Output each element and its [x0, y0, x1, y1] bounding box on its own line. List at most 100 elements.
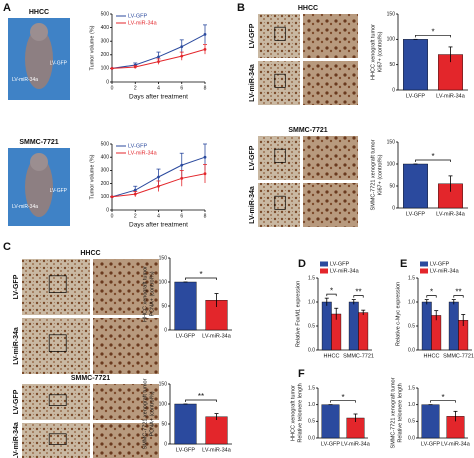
x-tick-label: LV-miR-34a	[341, 441, 371, 447]
y-tick-label: 100	[387, 161, 396, 167]
x-tick-label: LV-miR-34a	[202, 447, 232, 453]
y-tick-label: 1.0	[408, 299, 415, 305]
y-tick-label: 100	[387, 37, 396, 43]
y-tick-label: 0.5	[408, 419, 415, 425]
y-tick-label: 150	[387, 139, 396, 145]
y-tick-label: 50	[389, 183, 395, 189]
point	[180, 163, 184, 167]
sig-bracket	[330, 400, 356, 403]
x-tick-label: 8	[204, 85, 207, 91]
point	[133, 192, 137, 196]
micrograph	[22, 423, 90, 458]
x-tick-label: LV-GFP	[321, 441, 340, 447]
x-tick-label: 4	[157, 85, 160, 91]
x-tick-label: 0	[111, 85, 114, 91]
photo-label: LV-miR-34a	[12, 77, 38, 83]
y-axis-label: PCNA+ (control%)	[149, 391, 155, 436]
row-label: LV-miR-34a	[13, 327, 20, 365]
legend-label: LV-GFP	[128, 143, 147, 149]
photo-label: LV-GFP	[50, 60, 68, 66]
panel-letter: C	[3, 241, 11, 253]
x-tick-label: LV-GFP	[421, 441, 440, 447]
x-tick-label: SMMC-7721	[443, 353, 474, 359]
sig-label: *	[330, 286, 333, 295]
point	[203, 155, 207, 159]
legend-swatch	[320, 261, 328, 267]
y-tick-label: 0.5	[408, 323, 415, 329]
x-tick-label: 2	[134, 85, 137, 91]
sig-label: *	[431, 27, 434, 36]
bar	[174, 281, 197, 331]
y-tick-label: 300	[101, 168, 110, 174]
micrograph-zoom	[93, 423, 159, 458]
x-tick-label: 8	[204, 213, 207, 219]
x-tick-label: HHCC	[324, 353, 340, 359]
bar	[421, 404, 440, 439]
x-tick-label: LV-GFP	[176, 447, 195, 453]
y-axis-label: SMMC-7721 xenograft tumor	[370, 139, 376, 210]
block-title: HHCC	[298, 5, 318, 12]
bar	[403, 39, 428, 91]
legend-swatch	[420, 268, 428, 274]
point	[110, 195, 114, 199]
x-tick-label: 2	[134, 213, 137, 219]
inset-box	[48, 334, 67, 352]
point	[203, 172, 207, 176]
micrograph-zoom	[303, 14, 358, 58]
micrograph-zoom	[93, 318, 159, 374]
x-tick-label: LV-GFP	[176, 333, 195, 339]
y-tick-label: 100	[159, 279, 168, 285]
row-label: LV-miR-34a	[13, 422, 20, 458]
panel-letter: A	[3, 2, 11, 14]
sig-label: *	[441, 393, 444, 402]
photo-title: HHCC	[29, 9, 49, 16]
sig-bracket	[426, 295, 437, 298]
y-tick-label: 0	[164, 327, 167, 333]
y-axis-label: Relative telomere length	[297, 383, 303, 442]
x-tick-label: LV-GFP	[406, 93, 425, 99]
point	[203, 47, 207, 51]
micrograph	[258, 61, 300, 105]
panel-letter: B	[237, 2, 245, 14]
point	[133, 188, 137, 192]
row-label: LV-GFP	[13, 389, 20, 414]
bar	[174, 403, 197, 445]
y-tick-label: 300	[101, 39, 110, 45]
sig-bracket	[326, 293, 337, 297]
y-axis-label: Ki67+ (control%)	[377, 31, 383, 72]
sig-label: *	[199, 270, 202, 279]
mouse-head	[30, 153, 48, 171]
sig-bracket	[185, 399, 217, 402]
micrograph	[258, 14, 300, 58]
bar	[205, 416, 228, 445]
sig-label: *	[430, 288, 433, 297]
legend-label: LV-GFP	[128, 13, 147, 19]
point	[157, 184, 160, 188]
x-tick-label: 4	[157, 213, 160, 219]
y-tick-label: 100	[101, 66, 110, 72]
point	[180, 176, 184, 180]
y-axis-label: SMMC-7721 xenograft tumor	[390, 377, 396, 448]
micrograph-zoom	[303, 136, 358, 180]
y-tick-label: 0	[106, 79, 109, 85]
y-axis-label: HHCC xenograft tumor	[142, 266, 148, 322]
mouse	[25, 29, 53, 89]
bar	[448, 301, 459, 351]
y-tick-label: 1.0	[308, 402, 315, 408]
bar	[321, 301, 332, 351]
inset-box	[274, 148, 286, 163]
bar	[321, 404, 340, 439]
row-label: LV-GFP	[249, 145, 256, 170]
panel-letter: D	[298, 258, 306, 270]
sig-bracket	[430, 400, 456, 403]
y-tick-label: 200	[101, 52, 110, 58]
y-tick-label: 0.0	[408, 347, 415, 353]
legend-label: LV-GFP	[430, 261, 449, 267]
x-axis-label: Days after treatment	[129, 222, 188, 229]
y-tick-label: 0.0	[408, 435, 415, 441]
block-title: HHCC	[80, 250, 100, 257]
bar	[421, 301, 432, 351]
micrograph-zoom	[303, 61, 358, 105]
x-tick-label: 6	[180, 213, 183, 219]
sig-label: *	[341, 393, 344, 402]
